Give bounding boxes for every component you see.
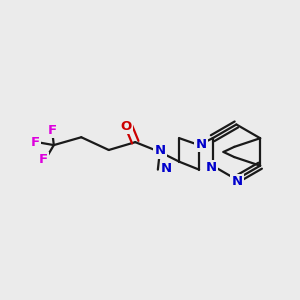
Text: F: F: [31, 136, 40, 148]
Text: O: O: [121, 120, 132, 133]
Text: F: F: [47, 124, 56, 137]
Text: N: N: [161, 162, 172, 175]
Text: N: N: [196, 138, 207, 151]
Text: F: F: [38, 153, 48, 166]
Text: N: N: [154, 145, 165, 158]
Text: N: N: [206, 161, 217, 174]
Text: N: N: [232, 175, 243, 188]
